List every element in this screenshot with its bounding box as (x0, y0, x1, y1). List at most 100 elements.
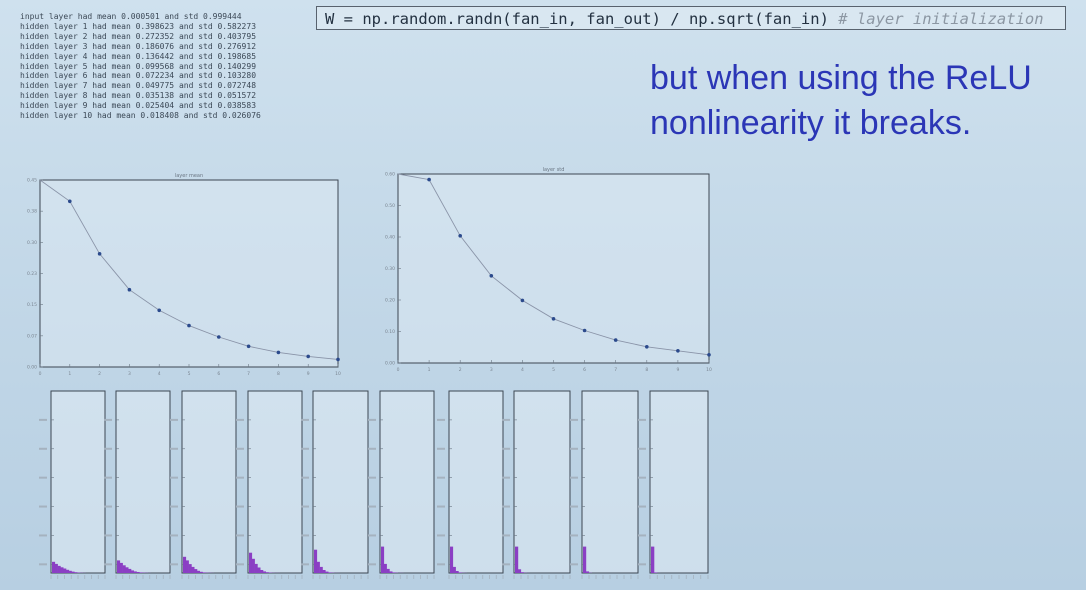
mean-title: layer mean (175, 173, 203, 179)
hist-bar (520, 572, 524, 573)
mean-x-tick-label: 6 (217, 371, 220, 377)
hist-bar (63, 568, 67, 573)
hist-plot-frame (448, 390, 504, 574)
hist-bar (251, 558, 255, 573)
std-y-tick-label: 0.60 (385, 172, 395, 178)
mean-plot-frame (39, 179, 339, 368)
mean-x-tick-label: 1 (68, 371, 71, 377)
hist-layer-4 (236, 390, 303, 579)
std-x-tick-label: 0 (397, 367, 400, 373)
hist-bar (125, 567, 129, 573)
hist-bar (316, 561, 320, 573)
hist-plot-frame (50, 390, 106, 574)
hist-bar (450, 546, 454, 573)
caption-line-2: nonlinearity it breaks. (650, 104, 972, 142)
hist-bar (188, 564, 192, 573)
hist-bar (202, 572, 206, 573)
hist-bar (130, 570, 134, 573)
std-data-point (489, 274, 494, 278)
hist-bar (328, 572, 332, 573)
hist-layer-2 (104, 390, 171, 579)
mean-x-tick-label: 3 (128, 371, 131, 377)
hist-bar (183, 556, 187, 573)
mean-x-tick-label: 2 (98, 371, 101, 377)
hist-layer-3 (170, 390, 237, 579)
stats-line: input layer had mean 0.000501 and std 0.… (20, 12, 242, 21)
hist-bar (651, 546, 655, 573)
hist-layer-1 (39, 390, 106, 579)
hist-bar (128, 568, 132, 573)
std-x-tick-label: 1 (428, 367, 431, 373)
mean-y-tick-label: 0.07 (27, 333, 37, 339)
stats-line: hidden layer 5 had mean 0.099568 and std… (20, 61, 257, 71)
hist-bar (381, 546, 385, 573)
mean-y-tick-label: 0.00 (27, 365, 37, 371)
hist-bar (517, 569, 522, 573)
hist-bar (136, 572, 140, 573)
mean-x-tick-label: 8 (277, 371, 280, 377)
mean-x-tick-label: 9 (307, 371, 310, 377)
hist-bar (314, 549, 318, 573)
std-y-tick-label: 0.20 (385, 298, 395, 304)
mean-data-point (306, 354, 311, 359)
hist-bar (68, 570, 72, 573)
stats-line: hidden layer 8 had mean 0.035138 and std… (20, 91, 257, 101)
stats-line: hidden layer 6 had mean 0.072234 and std… (20, 71, 257, 81)
hist-bar (452, 566, 456, 573)
hist-plot-frame (115, 390, 171, 574)
std-data-point (676, 349, 680, 353)
hist-layer-7 (437, 390, 504, 579)
code-comment: # layer initialization (838, 10, 1044, 28)
hist-layer-10 (638, 390, 709, 579)
std-x-tick-label: 6 (583, 367, 586, 373)
hist-plot-frame (379, 390, 435, 574)
std-x-tick-label: 3 (490, 367, 493, 373)
hist-bar (196, 570, 200, 573)
hist-bar (389, 571, 393, 573)
hist-layer-8 (502, 390, 571, 579)
caption-line-1: but when using the ReLU (650, 59, 1032, 97)
mean-y-tick-label: 0.30 (27, 240, 37, 246)
hist-layer-5 (301, 390, 369, 579)
hist-bar (117, 560, 121, 573)
hist-bar (139, 572, 143, 573)
std-data-point (707, 353, 711, 357)
std-plot-frame (397, 173, 710, 364)
hist-bar (54, 563, 58, 573)
hist-plot-frame (581, 390, 639, 574)
hist-bar (458, 572, 462, 573)
slide-caption: but when using the ReLU nonlinearity it … (650, 56, 1032, 146)
std-chart: layer std 0.00 0.10 0.20 0.30 0.40 0.50 0.60 0 1 2… (385, 167, 712, 373)
hist-bar (66, 569, 70, 573)
std-data-point (520, 298, 525, 303)
std-x-tick-label: 7 (614, 367, 617, 373)
hist-bar (455, 571, 459, 573)
hist-bar (322, 570, 326, 573)
hist-bar (383, 563, 387, 573)
hist-plot-frame (247, 390, 303, 574)
std-y-tick-label: 0.10 (385, 329, 395, 335)
std-x-tick-label: 5 (552, 367, 555, 373)
stats-line: hidden layer 9 had mean 0.025404 and std… (20, 101, 257, 111)
std-y-tick-label: 0.00 (385, 361, 395, 367)
mean-data-point (157, 308, 161, 313)
hist-bar (257, 567, 261, 573)
hist-bar (52, 561, 56, 573)
hist-bar (71, 571, 75, 573)
std-data-point (551, 317, 556, 321)
hist-bar (319, 566, 323, 573)
mean-data-point (127, 287, 132, 292)
hist-bar (191, 566, 195, 573)
stats-line: hidden layer 1 had mean 0.398623 and std… (20, 21, 257, 31)
mean-x-tick-label: 5 (188, 371, 191, 377)
hist-bar (260, 570, 264, 573)
mean-data-point (187, 323, 191, 328)
mean-x-tick-label: 7 (247, 371, 250, 377)
hist-bar (133, 571, 137, 573)
mean-x-tick-label: 10 (335, 371, 341, 377)
hist-plot-frame (513, 390, 571, 574)
mean-chart: layer mean 0.00 0.07 0.15 0.23 0.30 0.38 0.45 0 1… (27, 173, 341, 377)
mean-data-point (336, 357, 340, 362)
std-x-tick-label: 10 (706, 367, 712, 373)
